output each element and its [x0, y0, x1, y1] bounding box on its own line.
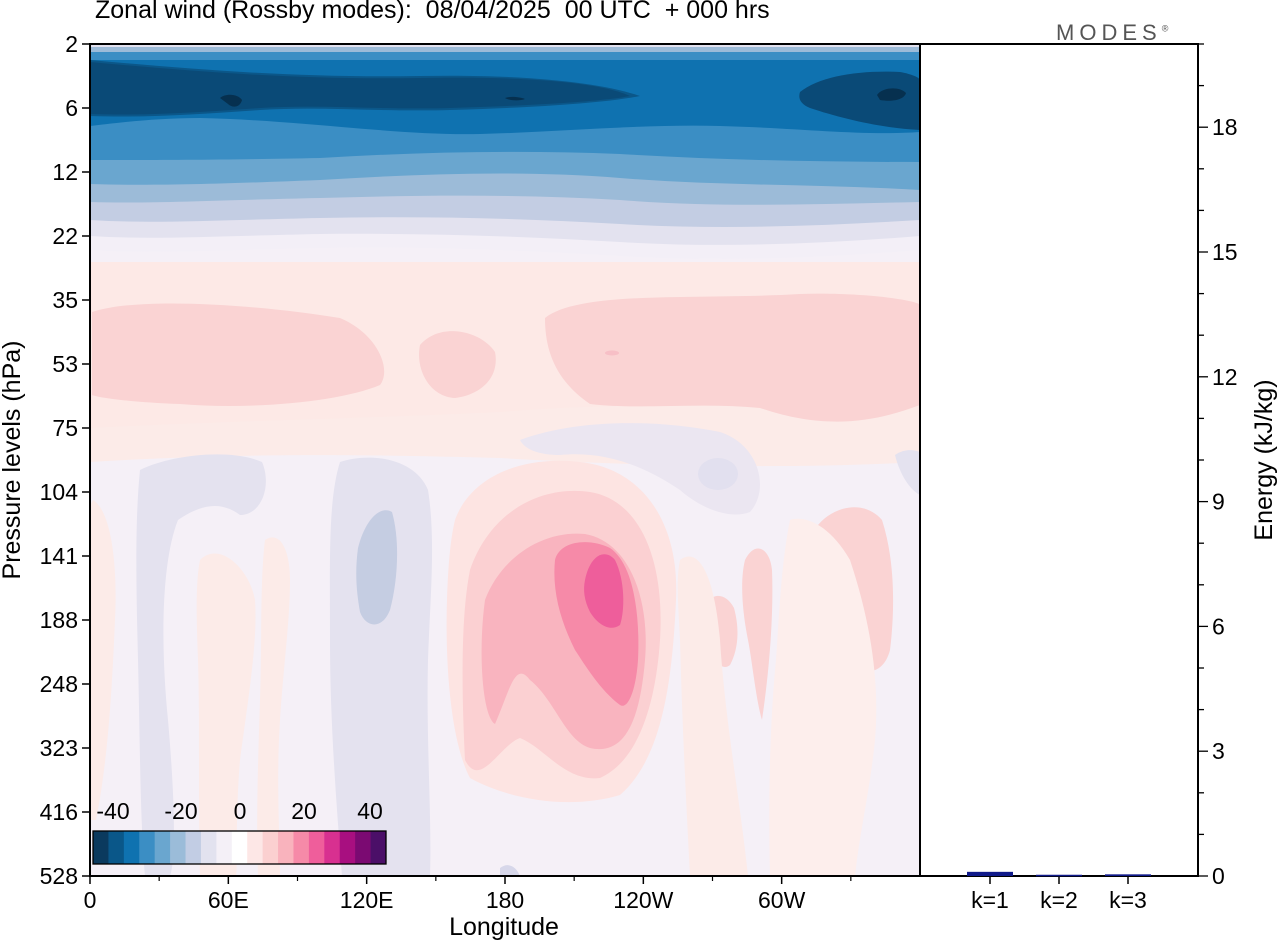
colorbar-swatch [308, 831, 325, 864]
negative-lobe-120e [329, 457, 433, 876]
negative-lobe-150w [520, 423, 760, 515]
y-axis-label: Pressure levels (hPa) [0, 341, 26, 580]
energy-tick-label: 18 [1212, 114, 1238, 140]
y-tick-label: 22 [52, 223, 78, 249]
logo-text: MODES [1056, 20, 1162, 45]
y-tick-label: 2 [65, 31, 78, 57]
negative-lobe-60e [136, 454, 266, 876]
energy-tick-label: 3 [1212, 738, 1225, 764]
x-tick-label: 120E [340, 887, 394, 913]
neg-core-spot-west [220, 94, 242, 107]
y-tick-label: 188 [40, 607, 78, 633]
y-tick-label: 528 [40, 863, 78, 889]
colorbar-swatch [355, 831, 372, 864]
chart-title: Zonal wind (Rossby modes): 08/04/2025 00… [95, 0, 770, 24]
x-tick-label: 120W [613, 887, 673, 913]
x-tick-label: 60E [208, 887, 249, 913]
bar-category-label: k=1 [971, 887, 1009, 913]
positive-lobe-west [92, 303, 385, 406]
y-tick-label: 53 [52, 351, 78, 377]
colorbar-label: -20 [164, 798, 197, 824]
energy-panel-frame [919, 43, 1199, 877]
colorbar-swatch [339, 831, 356, 864]
energy-bar [1105, 874, 1151, 876]
energy-bars: k=1 k=2 k=3 [967, 871, 1151, 913]
colorbar-frame [92, 830, 387, 865]
energy-tick-label: 9 [1212, 489, 1225, 515]
colorbar-swatch [154, 831, 171, 864]
colorbar-swatch [293, 831, 310, 864]
colorbar-swatch [93, 831, 109, 864]
zonal-wind-contour-plot [90, 44, 920, 876]
neg-core-spot-mid [505, 96, 525, 101]
energy-tick-label: 15 [1212, 239, 1238, 265]
energy-axis: 0 3 6 9 12 15 18 [1198, 43, 1238, 889]
y-tick-label: 104 [40, 479, 79, 505]
colorbar: -40 -20 0 20 40 [92, 798, 387, 865]
y-tick-label: 323 [40, 735, 78, 761]
colorbar-label: -40 [96, 798, 129, 824]
colorbar-swatch [231, 831, 248, 864]
x-tick-label: 60W [758, 887, 806, 913]
colorbar-swatch [139, 831, 156, 864]
bar-category-label: k=2 [1040, 887, 1078, 913]
positive-field-60w [769, 518, 877, 876]
energy-axis-label: Energy (kJ/kg) [1250, 379, 1278, 540]
colorbar-swatch [324, 831, 341, 864]
colorbar-swatch [123, 831, 140, 864]
y-tick-label: 12 [52, 159, 78, 185]
positive-strip-90e [257, 537, 290, 876]
modes-logo: MODES® [1056, 20, 1168, 46]
positive-lobe-east [545, 293, 920, 422]
neg-core-spot-east [877, 88, 906, 101]
energy-tick-label: 12 [1212, 364, 1238, 390]
energy-tick-label: 6 [1212, 613, 1225, 639]
bar-category-label: k=3 [1109, 887, 1147, 913]
colorbar-swatch [200, 831, 217, 864]
y-tick-label: 75 [52, 415, 78, 441]
positive-strip-0 [90, 500, 116, 820]
positive-field-100w [677, 556, 748, 876]
colorbar-swatch [216, 831, 233, 864]
jet-core [584, 554, 624, 628]
colorbar-swatch [185, 831, 202, 864]
colorbar-label: 0 [234, 798, 247, 824]
colorbar-swatch [370, 831, 387, 864]
y-tick-label: 141 [40, 543, 78, 569]
x-tick-label: 180 [486, 887, 524, 913]
positive-strip-60e [196, 553, 256, 876]
colorbar-swatch [247, 831, 264, 864]
x-axis-label: Longitude [449, 913, 559, 941]
neg-band-core-east [799, 71, 920, 130]
colorbar-swatch [262, 831, 279, 864]
negative-spot-150w [698, 458, 738, 490]
colorbar-label: 20 [291, 798, 317, 824]
y-axis: 2 6 12 22 35 53 75 104 141 188 248 323 416 528 [40, 31, 90, 889]
positive-strip-110w [742, 548, 773, 720]
negative-core-120e [356, 510, 398, 625]
colorbar-swatch [278, 831, 294, 864]
positive-lobe-dateline [419, 331, 496, 398]
colorbar-label: 40 [357, 798, 383, 824]
x-axis: 0 60E 120E 180 120W 60W [84, 876, 852, 913]
negative-edge [895, 450, 920, 495]
energy-bar [1036, 874, 1082, 877]
logo-registered-mark: ® [1161, 23, 1169, 34]
y-tick-label: 248 [40, 671, 78, 697]
y-tick-label: 6 [65, 95, 78, 121]
colorbar-swatch [170, 831, 187, 864]
negative-spot-surface [500, 865, 520, 876]
colorbar-swatch [108, 831, 125, 864]
y-tick-label: 416 [40, 799, 78, 825]
x-tick-label: 0 [84, 887, 97, 913]
energy-bar [967, 871, 1013, 876]
positive-spot [605, 350, 619, 356]
energy-tick-label: 0 [1212, 863, 1225, 889]
y-tick-label: 35 [52, 287, 78, 313]
